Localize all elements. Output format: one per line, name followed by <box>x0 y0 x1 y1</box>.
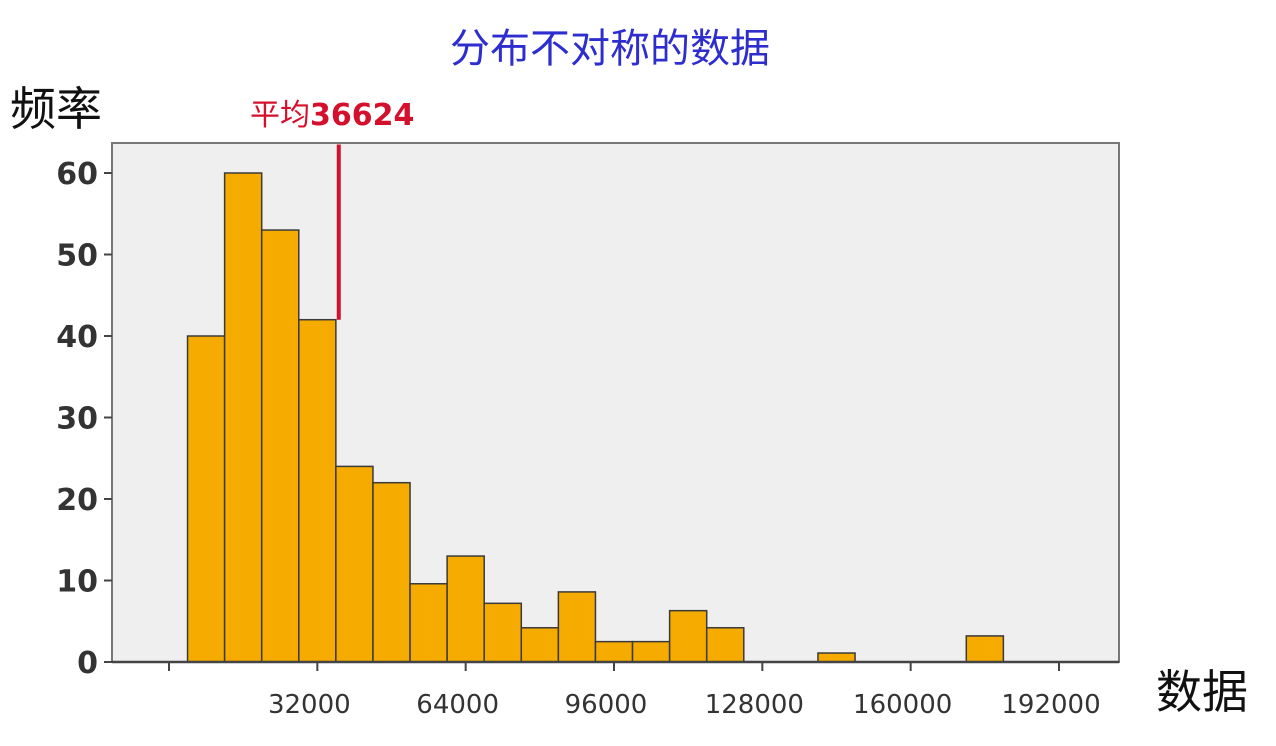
histogram-bar-10 <box>557 591 597 663</box>
mean-label: 平均36624 <box>250 98 414 133</box>
x-tick-label-64000: 64000 <box>416 690 499 720</box>
histogram-bar-13 <box>668 609 708 663</box>
histogram-bar-7 <box>446 555 485 663</box>
histogram-bar-4 <box>335 465 374 663</box>
histogram-bar-14 <box>705 627 745 663</box>
histogram-bar-9 <box>520 627 560 663</box>
histogram-bar-2 <box>260 229 300 663</box>
mean-label-prefix: 平均 <box>250 98 310 133</box>
histogram-bar-0 <box>186 335 226 663</box>
y-tick-label-20: 20 <box>56 483 98 518</box>
y-tick-label-0: 0 <box>77 646 98 681</box>
x-axis-ticks: 32000 64000 96000 128000 160000 192000 <box>168 662 1101 720</box>
histogram-bar-16 <box>965 635 1005 663</box>
x-axis-title: 数据 <box>1156 665 1248 719</box>
x-tick-label-96000: 96000 <box>565 690 648 720</box>
chart-title: 分布不对称的数据 <box>450 26 770 72</box>
histogram-bar-5 <box>372 481 411 663</box>
histogram-bar-15 <box>817 652 856 663</box>
y-tick-label-10: 10 <box>56 565 98 600</box>
y-tick-label-30: 30 <box>56 402 98 437</box>
histogram-bars <box>186 172 1005 663</box>
x-tick-label-192000: 192000 <box>1001 690 1100 720</box>
histogram-bar-11 <box>594 640 634 663</box>
y-axis-ticks: 0 10 20 30 40 50 60 <box>56 157 112 681</box>
x-tick-label-32000: 32000 <box>268 690 351 720</box>
histogram-bar-3 <box>298 318 337 663</box>
mean-label-value: 36624 <box>310 98 414 133</box>
histogram-bar-8 <box>483 602 523 663</box>
x-tick-label-128000: 128000 <box>705 690 804 720</box>
histogram-bar-1 <box>223 172 263 663</box>
y-tick-label-40: 40 <box>56 320 98 355</box>
y-tick-label-50: 50 <box>56 239 98 274</box>
histogram-bar-6 <box>409 583 448 663</box>
y-tick-label-60: 60 <box>56 157 98 192</box>
x-tick-label-160000: 160000 <box>853 690 952 720</box>
histogram-bar-12 <box>631 640 671 663</box>
y-axis-title: 频率 <box>10 82 102 136</box>
